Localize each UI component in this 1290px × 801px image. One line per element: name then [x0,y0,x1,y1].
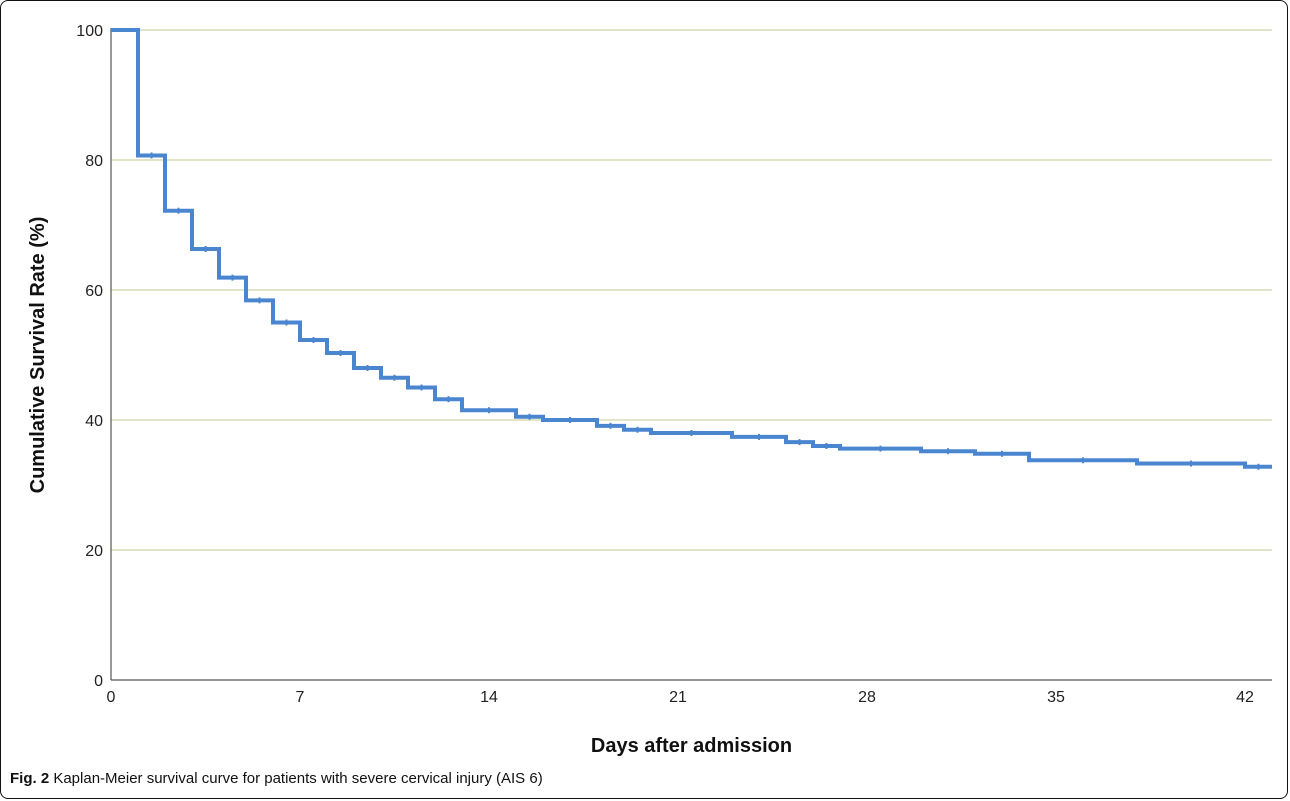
x-tick-label-21: 21 [669,689,687,706]
x-tick-label-35: 35 [1047,689,1065,706]
x-tick-label-14: 14 [480,689,498,706]
y-axis-title: Cumulative Survival Rate (%) [27,217,49,494]
x-tick-label-0: 0 [107,689,116,706]
y-tick-label-20: 20 [85,543,103,560]
x-tick-label-7: 7 [296,689,305,706]
y-tick-label-40: 40 [85,413,103,430]
y-tick-label-100: 100 [76,23,103,40]
x-tick-label-42: 42 [1236,689,1254,706]
tick-labels: 0 20 40 60 80 100 0 7 14 21 28 35 42 [76,23,1254,706]
caption-label: Fig. 2 [10,770,50,787]
x-axis-title: Days after admission [591,735,792,757]
y-tick-label-0: 0 [94,673,103,690]
axes [110,28,1272,681]
y-tick-label-60: 60 [85,283,103,300]
grid-lines [111,29,1272,551]
survival-curve [111,28,1272,469]
y-tick-label-80: 80 [85,153,103,170]
figure-caption: Fig. 2 Kaplan-Meier survival curve for p… [10,770,543,787]
x-tick-label-28: 28 [858,689,876,706]
survival-curve-group [111,28,1272,470]
caption-text: Kaplan-Meier survival curve for patients… [49,770,543,787]
